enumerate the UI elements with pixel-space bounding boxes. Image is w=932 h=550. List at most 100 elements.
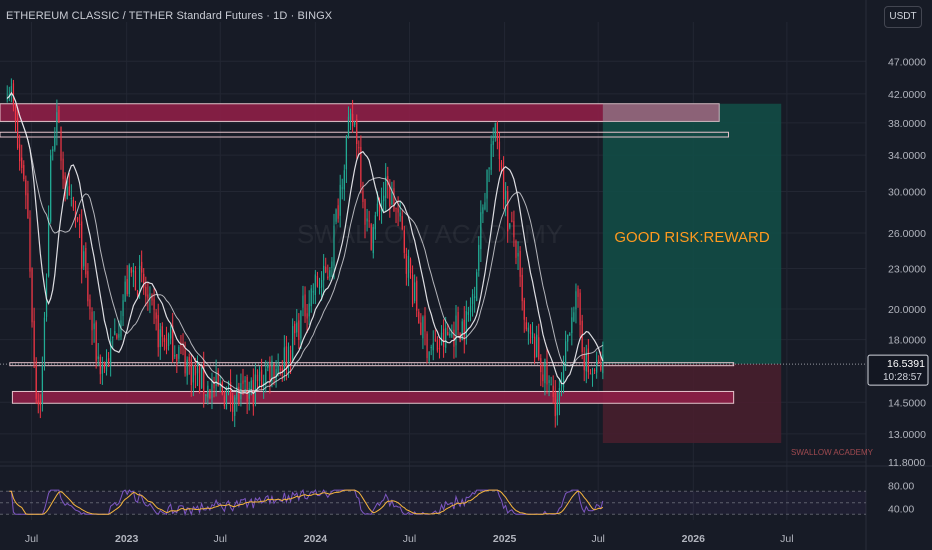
candle-body xyxy=(507,191,509,232)
candle-body xyxy=(600,362,602,371)
candle-body xyxy=(335,209,337,222)
candle-body xyxy=(97,356,99,359)
price-tick-label: 38.0000 xyxy=(888,118,926,130)
candle-body xyxy=(552,385,554,397)
candle-body xyxy=(579,292,581,325)
watermark: SWALLOW ACADEMY xyxy=(297,219,563,249)
currency-button[interactable]: USDT xyxy=(884,6,922,28)
time-tick-label: 2023 xyxy=(115,533,139,545)
candle-body xyxy=(449,333,451,336)
candle-body xyxy=(411,274,414,305)
candle-body xyxy=(585,352,587,372)
candle-body xyxy=(62,158,64,179)
candle-body xyxy=(157,315,159,348)
candle-body xyxy=(101,364,103,374)
candle-body xyxy=(54,135,56,150)
candle-body xyxy=(347,116,350,137)
candle-body xyxy=(331,261,333,268)
candle-body xyxy=(41,363,44,405)
candle-body xyxy=(294,323,296,334)
candle-body xyxy=(198,366,201,392)
candle-body xyxy=(442,328,445,347)
candle-body xyxy=(128,265,130,295)
candle-body xyxy=(399,212,401,217)
candle-body xyxy=(583,354,585,371)
candle-body xyxy=(74,211,77,218)
candle-body xyxy=(159,329,161,347)
candle-body xyxy=(351,113,354,127)
candle-body xyxy=(525,322,527,330)
candle-body xyxy=(323,265,325,281)
candle-body xyxy=(308,303,310,317)
candle-body xyxy=(275,369,277,382)
candle-body xyxy=(509,223,511,228)
price-tick-label: 11.8000 xyxy=(888,457,925,469)
candle-body xyxy=(476,272,478,301)
candle-body xyxy=(596,359,598,373)
candle-body xyxy=(105,359,108,372)
moving-average-line xyxy=(6,91,604,395)
candle-body xyxy=(349,113,352,120)
candle-body xyxy=(85,248,87,275)
candle-body xyxy=(238,387,240,403)
candle-body xyxy=(432,343,434,351)
candle-body xyxy=(207,385,209,398)
candle-body xyxy=(273,363,275,379)
price-tick-label: 26.0000 xyxy=(888,228,926,240)
candle-body xyxy=(248,388,250,399)
candle-body xyxy=(463,319,465,341)
price-tick-label: 14.5000 xyxy=(888,397,926,409)
time-tick-label: Jul xyxy=(780,533,793,545)
candle-body xyxy=(397,208,399,213)
candle-body xyxy=(153,298,155,310)
candle-body xyxy=(521,274,523,302)
candle-body xyxy=(201,367,203,388)
candle-body xyxy=(337,205,339,219)
candle-body xyxy=(385,176,387,198)
candle-body xyxy=(16,118,19,149)
candle-body xyxy=(221,382,223,395)
candle-body xyxy=(300,310,302,339)
candle-body xyxy=(37,400,39,405)
price-tick-label: 23.0000 xyxy=(888,264,926,276)
candle-body xyxy=(407,255,410,278)
candle-body xyxy=(81,221,83,269)
candle-body xyxy=(333,225,335,266)
candle-body xyxy=(502,166,505,200)
candle-body xyxy=(558,387,561,402)
candle-body xyxy=(471,294,474,304)
candle-body xyxy=(52,149,54,152)
candle-body xyxy=(358,147,360,149)
candle-body xyxy=(43,317,46,361)
candle-body xyxy=(556,399,558,416)
candle-body xyxy=(542,374,544,382)
candle-body xyxy=(70,197,72,199)
candle-body xyxy=(172,325,174,361)
candle-body xyxy=(219,382,221,385)
candle-body xyxy=(447,332,449,336)
candle-body xyxy=(593,369,596,371)
candle-body xyxy=(103,361,106,369)
candle-body xyxy=(538,337,540,360)
candle-body xyxy=(484,202,486,210)
candle-body xyxy=(184,350,186,374)
candle-body xyxy=(56,112,58,133)
candle-body xyxy=(380,200,383,212)
candle-body xyxy=(149,293,151,299)
candle-body xyxy=(455,315,457,346)
price-tick-label: 30.0000 xyxy=(888,186,926,198)
moving-average-line xyxy=(6,91,604,392)
candle-body xyxy=(215,373,217,386)
candle-body xyxy=(110,341,112,364)
candle-body xyxy=(163,337,166,342)
candle-body xyxy=(372,227,374,254)
candle-body xyxy=(405,253,407,274)
candle-body xyxy=(242,380,244,384)
candle-body xyxy=(223,395,226,407)
candle-body xyxy=(229,382,232,400)
candle-body xyxy=(136,291,139,295)
candle-body xyxy=(473,296,476,299)
candle-body xyxy=(533,336,536,358)
